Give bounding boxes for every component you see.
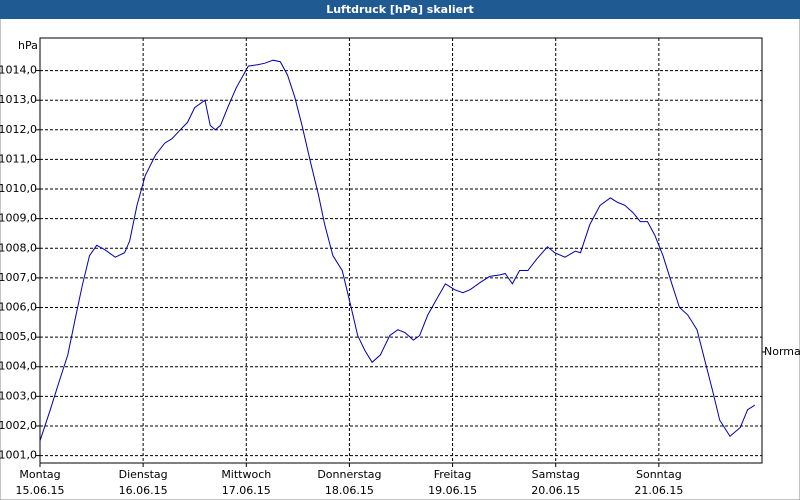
y-tick-label: 1007,0 [0, 271, 37, 284]
y-tick-label: 1014,0 [0, 64, 37, 77]
x-tick-date: 18.06.15 [325, 484, 374, 497]
y-tick-label: 1008,0 [0, 241, 37, 254]
x-tick-date: 20.06.15 [531, 484, 580, 497]
x-tick-label: Donnerstag [317, 468, 381, 481]
y-tick-label: 1004,0 [0, 360, 37, 373]
x-tick-label: Samstag [532, 468, 580, 481]
y-tick-label: 1005,0 [0, 330, 37, 343]
x-tick-date: 15.06.15 [16, 484, 65, 497]
chart-title: Luftdruck [hPa] skaliert [326, 3, 474, 16]
y-tick-label: 1010,0 [0, 182, 37, 195]
pressure-line [39, 59, 756, 441]
normal-label: Normal [764, 345, 800, 358]
x-tick-label: Sonntag [636, 468, 682, 481]
y-tick-label: 1013,0 [0, 93, 37, 106]
x-tick-date: 19.06.15 [428, 484, 477, 497]
x-tick-date: 17.06.15 [222, 484, 271, 497]
y-unit: hPa [18, 39, 38, 52]
plot-border [39, 37, 763, 464]
x-tick-label: Dienstag [119, 468, 168, 481]
x-tick-date: 16.06.15 [119, 484, 168, 497]
y-tick-label: 1003,0 [0, 389, 37, 402]
y-tick-label: 1002,0 [0, 419, 37, 432]
y-tick-label: 1006,0 [0, 301, 37, 314]
y-tick-label: 1001,0 [0, 449, 37, 462]
x-tick-label: Freitag [434, 468, 472, 481]
y-tick-label: 1011,0 [0, 152, 37, 165]
x-tick-label: Montag [19, 468, 60, 481]
x-tick-date: 21.06.15 [634, 484, 683, 497]
x-tick-label: Mittwoch [221, 468, 271, 481]
y-tick-label: 1009,0 [0, 212, 37, 225]
y-tick-label: 1012,0 [0, 123, 37, 136]
title-bar [0, 0, 800, 19]
